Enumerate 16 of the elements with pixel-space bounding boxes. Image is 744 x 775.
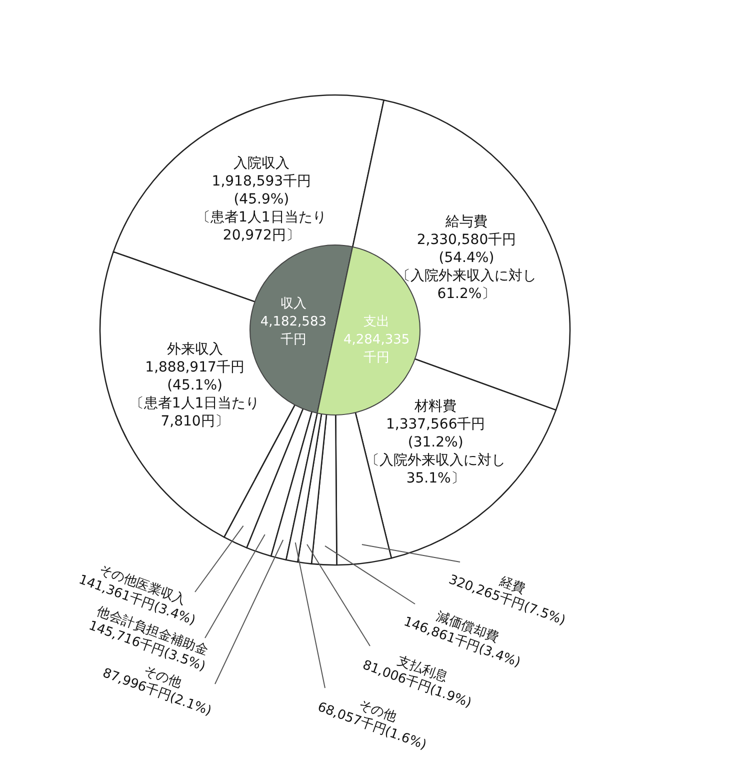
- text: 〔入院外来収入に対し 35.1%〕: [366, 452, 506, 487]
- text: 4,182,583千円: [260, 314, 327, 348]
- data-label: 2,330,580千円 (54.4%): [416, 232, 516, 266]
- text: 4,284,335千円: [343, 332, 410, 366]
- text: 支出: [364, 314, 390, 330]
- data-label: 1,888,917千円 (45.1%): [145, 359, 244, 394]
- slice-label: 材料費: [414, 398, 457, 415]
- text: 〔患者1人1日当たり 7,810円〕: [130, 395, 260, 430]
- text: 〔入院外来収入に対し 61.2%〕: [396, 268, 536, 302]
- slice-label: 給与費: [444, 214, 488, 230]
- text: 収入: [280, 296, 306, 312]
- slice-label: 入院収入: [233, 156, 290, 172]
- data-label: 1,337,566千円 (31.2%): [386, 416, 486, 451]
- slice-label: 外来収入: [166, 341, 223, 358]
- data-label: 1,918,593千円 (45.9%): [212, 174, 312, 208]
- text: 〔患者1人1日当たり 20,972円〕: [196, 210, 326, 244]
